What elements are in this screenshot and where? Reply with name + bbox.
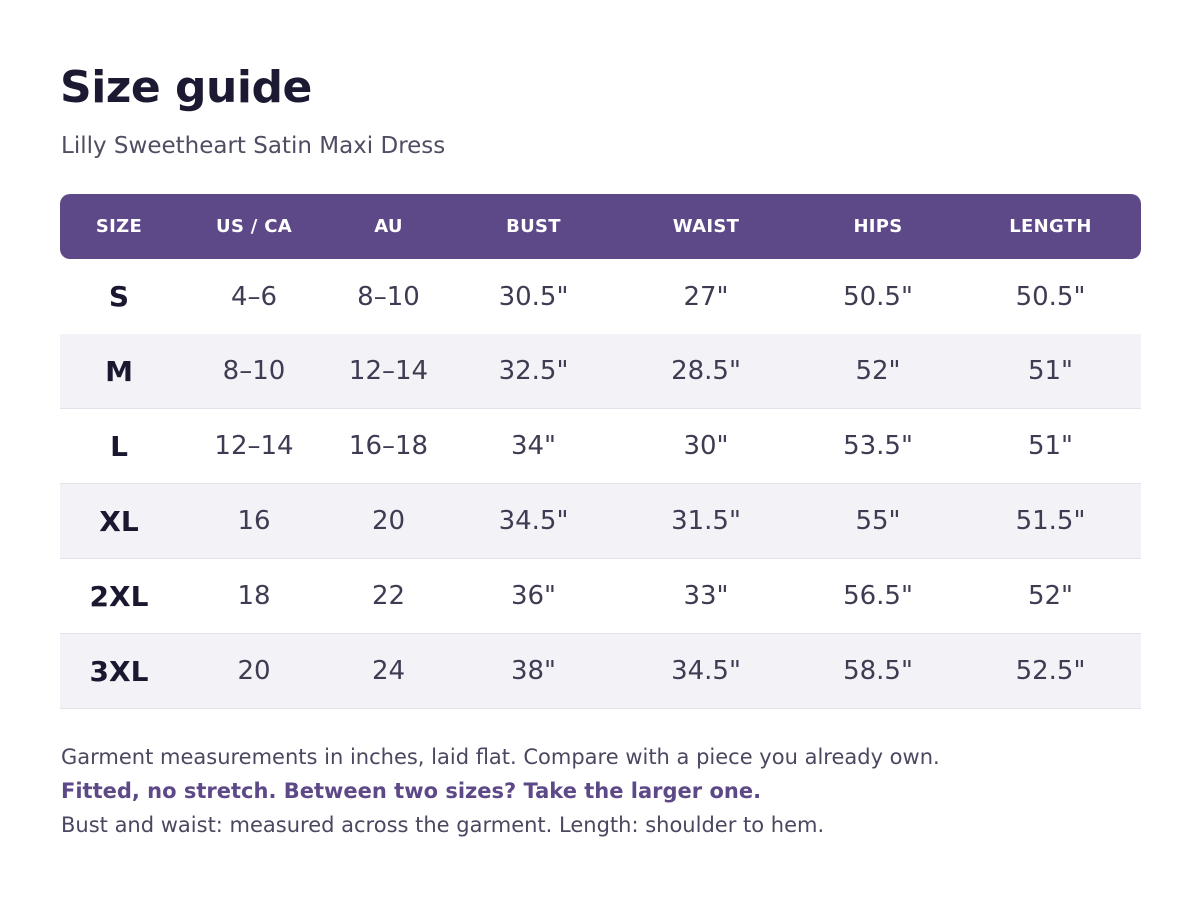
column-header-us-ca: US / CA <box>216 216 292 237</box>
waist-cell: 31.5" <box>671 506 741 536</box>
column-header-bust: BUST <box>506 216 561 237</box>
hips-cell: 58.5" <box>843 656 913 686</box>
size-cell: M <box>105 354 133 388</box>
table-row: 2XL 18 22 36" 33" 56.5" 52" <box>60 559 1141 634</box>
hips-cell: 52" <box>855 356 901 386</box>
measurement-notes: Garment measurements in inches, laid fla… <box>61 740 1141 842</box>
measurement-note: Garment measurements in inches, laid fla… <box>61 745 940 769</box>
length-cell: 52" <box>1027 581 1074 611</box>
size-table: SIZE US / CA AU BUST WAIST HIPS LENGTH S… <box>60 194 1141 709</box>
waist-cell: 34.5" <box>671 656 741 686</box>
hips-cell: 50.5" <box>843 281 913 312</box>
au-cell: 12–14 <box>348 356 429 386</box>
column-header-waist: WAIST <box>672 216 740 237</box>
column-header-size: SIZE <box>95 216 143 237</box>
waist-cell: 28.5" <box>671 356 741 386</box>
waist-cell: 30" <box>683 431 729 461</box>
hips-cell: 53.5" <box>843 431 913 461</box>
au-cell: 16–18 <box>348 431 429 461</box>
length-cell: 50.5" <box>1015 281 1086 312</box>
table-row: S 4–6 8–10 30.5" 27" 50.5" 50.5" <box>60 259 1141 334</box>
waist-cell: 27" <box>683 281 729 312</box>
au-cell: 8–10 <box>357 281 420 312</box>
length-cell: 51" <box>1027 356 1074 386</box>
us-ca-cell: 4–6 <box>230 281 278 312</box>
column-header-length: LENGTH <box>1009 216 1092 237</box>
bust-cell: 36" <box>510 581 557 611</box>
au-cell: 24 <box>371 656 406 686</box>
table-row: XL 16 20 34.5" 31.5" 55" 51.5" <box>60 484 1141 559</box>
size-cell: S <box>108 280 130 313</box>
table-row: M 8–10 12–14 32.5" 28.5" 52" 51" <box>60 334 1141 409</box>
length-cell: 51" <box>1027 431 1074 461</box>
waist-cell: 33" <box>683 581 729 611</box>
table-row: 3XL 20 24 38" 34.5" 58.5" 52.5" <box>60 634 1141 709</box>
column-header-hips: HIPS <box>853 216 903 237</box>
product-name: Lilly Sweetheart Satin Maxi Dress <box>61 133 446 159</box>
size-cell: L <box>110 429 128 463</box>
table-header: SIZE US / CA AU BUST WAIST HIPS LENGTH <box>60 194 1141 259</box>
us-ca-cell: 18 <box>237 581 271 611</box>
hips-cell: 55" <box>855 506 901 536</box>
bust-cell: 34" <box>510 431 557 461</box>
column-header-au: AU <box>374 216 403 237</box>
us-ca-cell: 16 <box>237 506 271 536</box>
size-cell: 2XL <box>89 579 149 613</box>
size-cell: 3XL <box>89 654 149 688</box>
fit-advice-note: Fitted, no stretch. Between two sizes? T… <box>61 779 762 803</box>
table-row: L 12–14 16–18 34" 30" 53.5" 51" <box>60 409 1141 484</box>
us-ca-cell: 12–14 <box>214 431 294 461</box>
size-cell: XL <box>99 504 139 538</box>
us-ca-cell: 8–10 <box>222 356 286 386</box>
bust-cell: 30.5" <box>498 281 569 312</box>
bust-cell: 32.5" <box>498 356 569 386</box>
bust-cell: 38" <box>510 656 557 686</box>
page-title: Size guide <box>60 62 312 113</box>
au-cell: 22 <box>371 581 406 611</box>
au-cell: 20 <box>371 506 406 536</box>
length-cell: 52.5" <box>1015 656 1086 686</box>
table-body: S 4–6 8–10 30.5" 27" 50.5" 50.5" M 8–10 … <box>60 259 1141 709</box>
us-ca-cell: 20 <box>237 656 271 686</box>
hips-cell: 56.5" <box>843 581 913 611</box>
measuring-method-note: Bust and waist: measured across the garm… <box>61 813 825 837</box>
bust-cell: 34.5" <box>498 506 569 536</box>
length-cell: 51.5" <box>1015 506 1086 536</box>
